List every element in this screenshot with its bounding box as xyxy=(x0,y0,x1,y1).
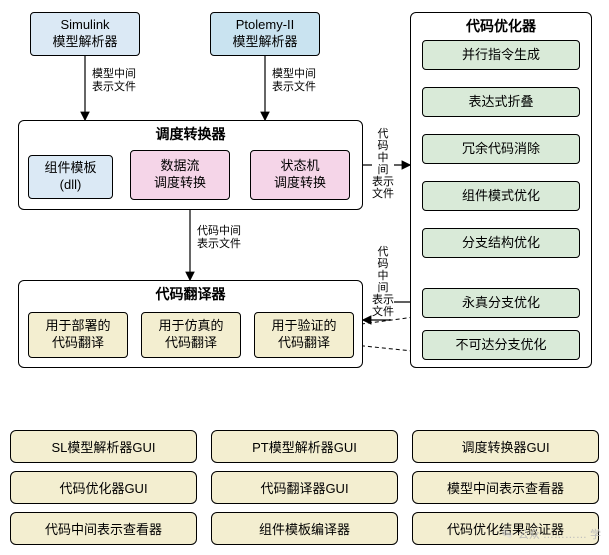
opt-item-6: 不可达分支优化 xyxy=(422,330,580,360)
dataflow-sched: 数据流调度转换 xyxy=(130,150,230,200)
cell-template-compiler: 组件模板编译器 xyxy=(211,512,398,545)
label: Ptolemy-II xyxy=(236,17,295,34)
translator-title: 代码翻译器 xyxy=(19,285,362,303)
opt-item-1: 表达式折叠 xyxy=(422,87,580,117)
opt-item-5: 永真分支优化 xyxy=(422,288,580,318)
cell-sl-gui: SL模型解析器GUI xyxy=(10,430,197,463)
opt-item-2: 冗余代码消除 xyxy=(422,134,580,164)
statemachine-sched: 状态机调度转换 xyxy=(250,150,350,200)
translator-sim: 用于仿真的代码翻译 xyxy=(141,312,241,358)
scheduler-title: 调度转换器 xyxy=(19,125,362,143)
component-template: 组件模板(dll) xyxy=(28,155,113,199)
cell-model-ir-viewer: 模型中间表示查看器 xyxy=(412,471,599,504)
label: 模型解析器 xyxy=(52,34,117,51)
optimizer-title: 代码优化器 xyxy=(411,17,591,35)
translator-deploy: 用于部署的代码翻译 xyxy=(28,312,128,358)
cell-code-ir-viewer: 代码中间表示查看器 xyxy=(10,512,197,545)
cell-opt-gui: 代码优化器GUI xyxy=(10,471,197,504)
edge-label-code-ir-right1: 代 码 中 间 表示 文件 xyxy=(372,128,394,201)
label: 模型解析器 xyxy=(232,34,297,51)
opt-item-0: 并行指令生成 xyxy=(422,40,580,70)
label: Simulink xyxy=(60,17,109,34)
cell-sched-gui: 调度转换器GUI xyxy=(412,430,599,463)
opt-item-3: 组件模式优化 xyxy=(422,181,580,211)
watermark: 公众 ………… 学 xyxy=(500,526,601,542)
edge-label-code-ir-mid: 代码中间表示文件 xyxy=(197,225,241,251)
simulink-parser: Simulink 模型解析器 xyxy=(30,12,140,56)
cell-trans-gui: 代码翻译器GUI xyxy=(211,471,398,504)
cell-pt-gui: PT模型解析器GUI xyxy=(211,430,398,463)
edge-label-model-ir-2: 模型中间表示文件 xyxy=(272,68,316,94)
wechat-icon xyxy=(500,527,514,541)
translator-verify: 用于验证的代码翻译 xyxy=(254,312,354,358)
edge-label-model-ir-1: 模型中间表示文件 xyxy=(92,68,136,94)
edge-label-code-ir-right2: 代 码 中 间 表示 文件 xyxy=(372,246,394,319)
opt-item-4: 分支结构优化 xyxy=(422,228,580,258)
ptolemy-parser: Ptolemy-II 模型解析器 xyxy=(210,12,320,56)
architecture-diagram: Simulink 模型解析器 Ptolemy-II 模型解析器 模型中间表示文件… xyxy=(10,10,599,420)
